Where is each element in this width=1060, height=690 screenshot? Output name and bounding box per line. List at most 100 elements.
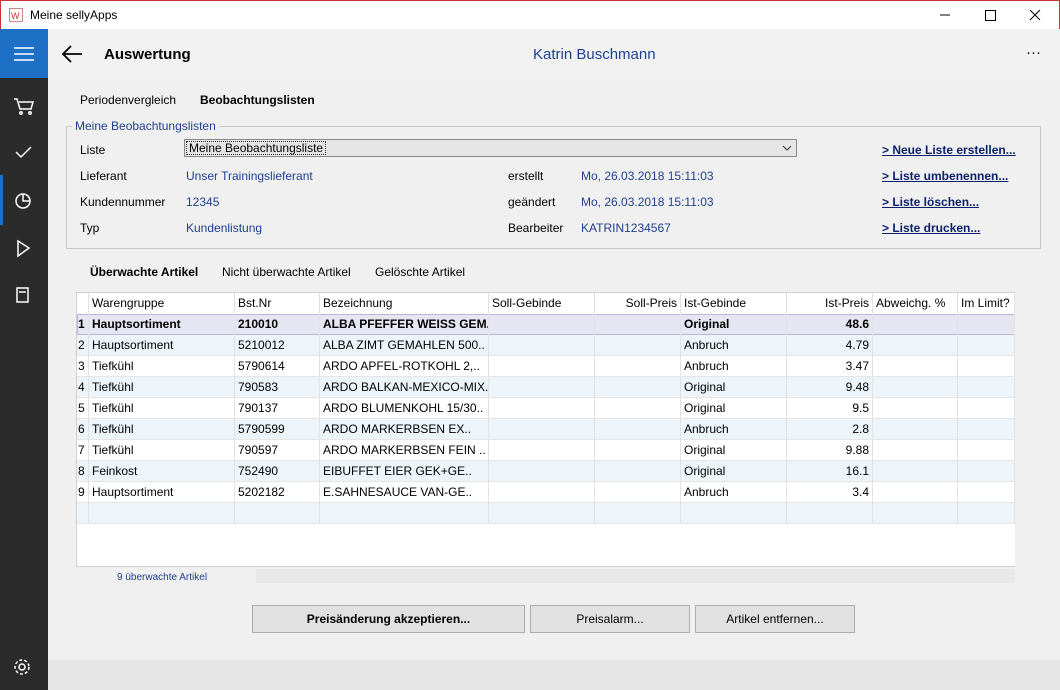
empty-cell xyxy=(787,503,873,524)
v-scrollbar[interactable] xyxy=(1015,292,1030,567)
table-cell: Original xyxy=(681,461,787,482)
empty-cell xyxy=(958,314,1015,335)
row-number: 4 xyxy=(77,377,89,398)
table-cell: Anbruch xyxy=(681,335,787,356)
empty-cell xyxy=(958,419,1015,440)
column-header: Warengruppe xyxy=(89,293,235,314)
bottom-bar xyxy=(48,660,1060,690)
sub-tab[interactable]: Überwachte Artikel xyxy=(90,265,198,279)
table-cell: Original xyxy=(681,314,787,335)
empty-cell xyxy=(873,461,958,482)
column-header: Bst.Nr xyxy=(235,293,320,314)
tab[interactable]: Periodenvergleich xyxy=(80,93,176,107)
table-cell: ALBA ZIMT GEMAHLEN 500.. xyxy=(320,335,489,356)
table-cell: 48.6 xyxy=(787,314,873,335)
table-cell: ARDO MARKERBSEN FEIN .. xyxy=(320,440,489,461)
empty-cell xyxy=(958,377,1015,398)
empty-cell xyxy=(873,398,958,419)
table-cell: 3.4 xyxy=(787,482,873,503)
sub-tab[interactable]: Gelöschte Artikel xyxy=(375,265,465,279)
window-title: Meine sellyApps xyxy=(30,8,117,22)
empty-cell xyxy=(489,398,595,419)
h-scrollbar[interactable] xyxy=(256,569,1015,583)
page-title: Auswertung xyxy=(104,46,191,63)
empty-cell xyxy=(595,419,681,440)
table-cell: 210010 xyxy=(235,314,320,335)
accept-button[interactable]: Preisänderung akzeptieren... xyxy=(252,605,525,633)
meta-value: KATRIN1234567 xyxy=(581,221,671,235)
item-count: 9 überwachte Artikel xyxy=(117,572,207,583)
empty-cell xyxy=(595,398,681,419)
window-controls[interactable] xyxy=(930,4,1050,26)
action-link[interactable]: > Liste drucken... xyxy=(882,221,980,235)
header-cell xyxy=(77,293,89,314)
group-title: Meine Beobachtungslisten xyxy=(72,119,219,133)
table-cell: 790137 xyxy=(235,398,320,419)
table-cell: EIBUFFET EIER GEK+GE.. xyxy=(320,461,489,482)
empty-cell xyxy=(595,356,681,377)
alarm-button[interactable]: Preisalarm... xyxy=(530,605,690,633)
table-cell: Tiefkühl xyxy=(89,356,235,377)
empty-cell xyxy=(489,461,595,482)
table-cell: Hauptsortiment xyxy=(89,314,235,335)
title-bar xyxy=(0,0,1060,29)
table-cell: 9.5 xyxy=(787,398,873,419)
empty-cell xyxy=(489,314,595,335)
meta-label: geändert xyxy=(508,195,555,209)
action-link[interactable]: > Neue Liste erstellen... xyxy=(882,143,1016,157)
remove-button[interactable]: Artikel entfernen... xyxy=(695,605,855,633)
empty-cell xyxy=(681,503,787,524)
empty-cell xyxy=(595,461,681,482)
svg-text:W: W xyxy=(11,11,20,21)
back-button[interactable] xyxy=(60,42,86,66)
sub-tab[interactable]: Nicht überwachte Artikel xyxy=(222,265,351,279)
table-cell: Original xyxy=(681,440,787,461)
table-cell: Anbruch xyxy=(681,419,787,440)
table-cell: 5202182 xyxy=(235,482,320,503)
row-number xyxy=(77,503,89,524)
more-button[interactable]: ··· xyxy=(1026,44,1041,61)
column-header: Abweichg. % xyxy=(873,293,958,314)
tab-active[interactable]: Beobachtungslisten xyxy=(200,93,315,107)
dropdown-arrow xyxy=(779,140,796,156)
table-cell: ARDO APFEL-ROTKOHL 2,.. xyxy=(320,356,489,377)
table-cell: 790583 xyxy=(235,377,320,398)
empty-cell xyxy=(489,503,595,524)
table-cell: ARDO BLUMENKOHL 15/30.. xyxy=(320,398,489,419)
field-label: Liste xyxy=(80,143,105,157)
empty-cell xyxy=(873,314,958,335)
column-header: Ist-Gebinde xyxy=(681,293,787,314)
empty-cell xyxy=(873,503,958,524)
meta-label: erstellt xyxy=(508,169,543,183)
table-cell: 752490 xyxy=(235,461,320,482)
field-label: Lieferant xyxy=(80,169,127,183)
empty-cell xyxy=(489,440,595,461)
table-cell: ARDO BALKAN-MEXICO-MIX.. xyxy=(320,377,489,398)
row-number: 9 xyxy=(77,482,89,503)
table-cell: 9.88 xyxy=(787,440,873,461)
row-number: 3 xyxy=(77,356,89,377)
table-cell: Anbruch xyxy=(681,482,787,503)
app-icon: W xyxy=(9,8,23,22)
table-cell: Tiefkühl xyxy=(89,419,235,440)
empty-cell xyxy=(958,461,1015,482)
action-link[interactable]: > Liste löschen... xyxy=(882,195,979,209)
list-value: Meine Beobachtungsliste xyxy=(186,141,326,155)
meta-value: Mo, 26.03.2018 15:11:03 xyxy=(581,195,714,209)
empty-cell xyxy=(873,419,958,440)
column-header: Im Limit? xyxy=(958,293,1015,314)
table-cell: Hauptsortiment xyxy=(89,482,235,503)
column-header: Bezeichnung xyxy=(320,293,489,314)
table-cell: Hauptsortiment xyxy=(89,335,235,356)
empty-cell xyxy=(958,482,1015,503)
action-link[interactable]: > Liste umbenennen... xyxy=(882,169,1008,183)
sidebar-icons xyxy=(0,29,48,690)
table-cell: Feinkost xyxy=(89,461,235,482)
meta-label: Bearbeiter xyxy=(508,221,563,235)
field-value: Unser Trainingslieferant xyxy=(186,169,313,183)
meta-value: Mo, 26.03.2018 15:11:03 xyxy=(581,169,714,183)
table-cell: Original xyxy=(681,377,787,398)
empty-cell xyxy=(958,440,1015,461)
empty-cell xyxy=(873,335,958,356)
